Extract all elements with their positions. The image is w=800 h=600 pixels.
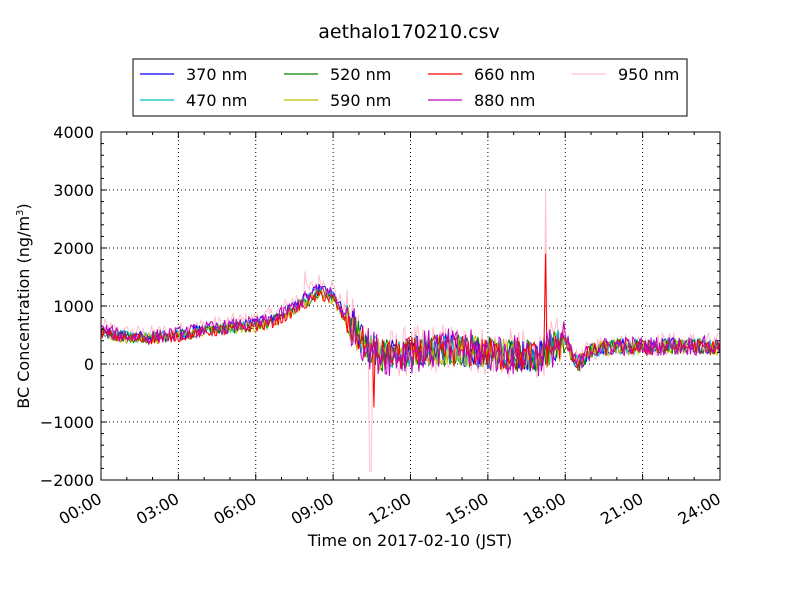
y-tick-label: 3000 [53, 181, 94, 200]
series-lines [100, 189, 721, 472]
x-tick-label: 03:00 [133, 489, 182, 529]
series-line-880-nm [100, 283, 721, 377]
legend-label: 660 nm [474, 65, 535, 84]
x-tick-label: 00:00 [56, 489, 105, 529]
plot-frame [100, 131, 721, 481]
ticks: 00:00 03:00 06:00 09:00 12:00 15:00 18:00 21:00… [40, 123, 724, 529]
chart-title: aethalo170210.csv [318, 21, 500, 43]
x-axis-label: Time on 2017-02-10 (JST) [307, 531, 512, 550]
y-tick-label: −1000 [40, 413, 94, 432]
x-tick-label: 12:00 [365, 489, 414, 529]
legend-label: 370 nm [186, 65, 247, 84]
x-tick-label: 06:00 [210, 489, 259, 529]
y-tick-label: 2000 [53, 239, 94, 258]
x-tick-label: 24:00 [675, 489, 724, 529]
y-tick-label: 1000 [53, 297, 94, 316]
x-tick-label: 15:00 [442, 489, 491, 529]
y-tick-label: −2000 [40, 471, 94, 490]
legend-label: 880 nm [474, 91, 535, 110]
legend: 370 nm 470 nm 520 nm 590 nm 660 nm 880 nm 950 … [132, 58, 688, 117]
x-tick-label: 09:00 [288, 489, 337, 529]
legend-box [132, 58, 688, 117]
x-tick-label: 21:00 [597, 489, 646, 529]
y-tick-label: 0 [84, 355, 94, 374]
legend-label: 950 nm [618, 65, 679, 84]
legend-label: 590 nm [330, 91, 391, 110]
y-tick-label: 4000 [53, 123, 94, 142]
grid [101, 132, 720, 480]
series-line-950-nm [100, 189, 721, 472]
x-tick-label: 18:00 [520, 489, 569, 529]
y-axis-label: BC Concentration (ng/m3) [14, 203, 33, 408]
legend-label: 470 nm [186, 91, 247, 110]
legend-label: 520 nm [330, 65, 391, 84]
